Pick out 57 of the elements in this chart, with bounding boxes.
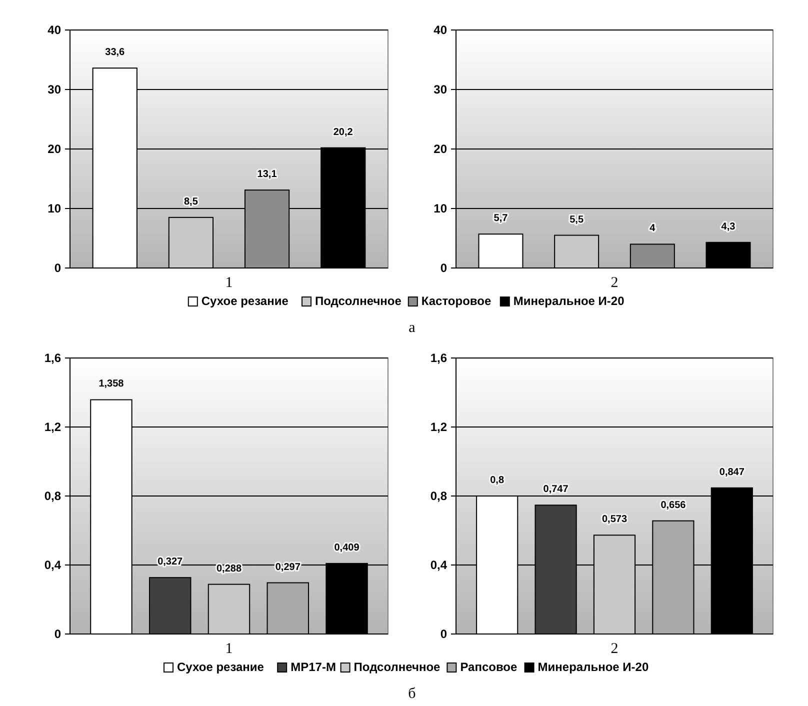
- bar: [478, 234, 524, 268]
- legend-label: МР17-М: [290, 660, 336, 674]
- y-tick-label: 0: [54, 627, 62, 642]
- data-label: 5,7: [494, 213, 508, 224]
- y-tick-label: 0,4: [44, 558, 62, 572]
- data-label: 20,2: [333, 126, 354, 138]
- y-tick-label: 30: [434, 82, 448, 97]
- x-tick-label: 1: [225, 641, 233, 657]
- data-label: 0,847: [719, 466, 745, 478]
- y-tick-label: 0,8: [430, 489, 448, 504]
- data-label: 0,8: [490, 475, 504, 486]
- data-label: 0,409: [334, 542, 360, 554]
- data-label: 0,747: [543, 484, 569, 496]
- legend-label: Касторовое: [421, 294, 492, 308]
- data-label: 8,5: [184, 196, 198, 208]
- y-tick-label: 40: [48, 23, 62, 38]
- legend-label: Рапсовое: [460, 660, 518, 674]
- y-tick-label: 0,8: [44, 489, 62, 504]
- data-label: 33,6: [105, 47, 126, 58]
- x-tick-label: 2: [610, 275, 618, 291]
- bar: [208, 584, 250, 634]
- data-label: 13,1: [257, 169, 278, 180]
- x-tick-label: 2: [610, 641, 618, 657]
- bar: [149, 577, 192, 634]
- y-tick-label: 0: [54, 261, 62, 276]
- y-tick-label: 1,6: [44, 351, 62, 366]
- bar: [266, 582, 309, 634]
- legend-label: Сухое резание: [177, 660, 264, 674]
- data-label: 0,656: [660, 500, 686, 511]
- y-tick-label: 1,2: [44, 420, 62, 434]
- text: а: [408, 320, 416, 336]
- bar: [554, 234, 600, 268]
- legend-label: Подсолнечное: [354, 660, 441, 674]
- data-label: 4,3: [721, 221, 736, 232]
- y-tick-label: 0,4: [430, 558, 448, 572]
- x-tick-label: 1: [225, 275, 233, 291]
- data-label: 0,573: [602, 514, 628, 526]
- legend-label: Минеральное И-20: [538, 660, 649, 674]
- bar: [168, 216, 214, 268]
- y-tick-label: 20: [48, 142, 62, 156]
- y-tick-label: 0: [440, 627, 448, 642]
- y-tick-label: 10: [434, 202, 448, 216]
- data-label: 1,358: [98, 378, 124, 390]
- y-tick-label: 0: [440, 261, 448, 276]
- y-tick-label: 1,2: [430, 420, 448, 434]
- text: б: [408, 686, 416, 702]
- legend-label: Подсолнечное: [315, 294, 402, 308]
- bar: [706, 242, 751, 268]
- y-tick-label: 40: [434, 23, 448, 38]
- data-label: 4: [650, 223, 656, 234]
- y-tick-label: 10: [48, 202, 62, 216]
- y-tick-label: 20: [434, 142, 448, 156]
- data-label: 5,5: [570, 214, 584, 226]
- y-tick-label: 1,6: [430, 351, 448, 366]
- y-tick-label: 30: [48, 82, 62, 97]
- legend-label: Минеральное И-20: [513, 294, 625, 308]
- legend-label: Сухое резание: [201, 294, 289, 308]
